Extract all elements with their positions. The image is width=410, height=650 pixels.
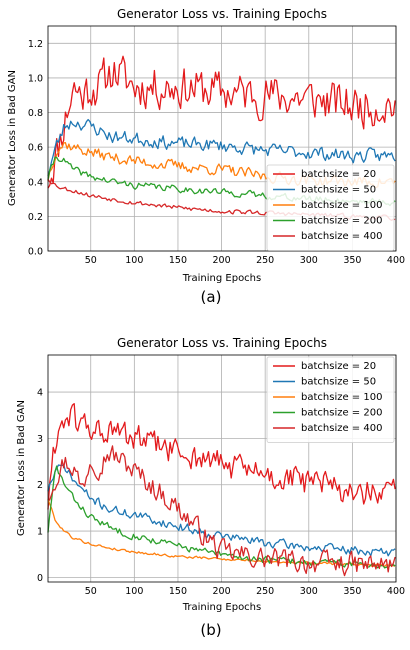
legend-b: batchsize = 20 batchsize = 50 batchsize = …	[266, 356, 395, 443]
y-tick-label: 0.0	[28, 247, 43, 258]
chart-title-a: Generator Loss vs. Training Epochs	[117, 7, 327, 21]
caption-b: (b)	[200, 621, 221, 639]
x-axis-label-b: Training Epochs	[182, 602, 261, 613]
x-tick-label: 200	[212, 586, 230, 597]
y-tick-label: 2	[37, 480, 43, 491]
y-tick-label: 0	[37, 573, 43, 584]
y-axis-label-a: Generator Loss in Bad GAN	[7, 70, 18, 206]
x-tick-label: 300	[300, 255, 318, 266]
y-tick-label: 0.8	[28, 108, 43, 119]
plot-frame-a	[47, 25, 397, 252]
caption-a: (a)	[201, 288, 222, 306]
legend-entry: batchsize = 200	[301, 408, 382, 419]
x-tick-label: 350	[343, 586, 361, 597]
legend-entry: batchsize = 50	[301, 377, 376, 388]
series-line-1	[47, 403, 396, 510]
y-tick-label: 1.2	[28, 39, 43, 50]
series-lines-b	[47, 403, 396, 577]
y-tick-label: 3	[37, 434, 43, 445]
x-tick-label: 150	[169, 586, 187, 597]
legend-entry: batchsize = 20	[301, 169, 376, 180]
plot-frame-b	[47, 354, 397, 583]
y-tick-label: 0.2	[28, 212, 43, 223]
x-tick-label: 400	[387, 255, 405, 266]
series-line-1	[47, 55, 396, 189]
x-tick-label: 350	[343, 255, 361, 266]
x-tick-label: 50	[85, 586, 97, 597]
y-tick-label: 4	[37, 388, 43, 399]
legend-entry: batchsize = 400	[301, 231, 382, 242]
legend-entry: batchsize = 50	[301, 185, 376, 196]
y-tick-label: 1	[37, 527, 43, 538]
legend-box	[266, 356, 395, 443]
y-tick-label: 0.4	[28, 177, 43, 188]
x-tick-label: 50	[85, 255, 97, 266]
x-ticks-b: 50 100 150 200 250 300 350 400	[85, 586, 405, 597]
legend-entry: batchsize = 20	[301, 361, 376, 372]
series-line-5	[47, 445, 396, 577]
y-tick-label: 0.6	[28, 143, 43, 154]
x-tick-label: 300	[300, 586, 318, 597]
y-tick-label: 1.0	[28, 73, 43, 84]
legend-entry: batchsize = 100	[301, 200, 382, 211]
x-tick-label: 150	[169, 255, 187, 266]
x-tick-label: 400	[387, 586, 405, 597]
x-tick-label: 100	[125, 586, 143, 597]
x-tick-label: 250	[256, 586, 274, 597]
y-ticks-b: 0 1 2 3 4	[37, 388, 43, 584]
y-ticks-a: 0.0 0.2 0.4 0.6 0.8 1.0 1.2	[28, 39, 43, 258]
panel-b: Generator Loss vs. Training Epochs 50 100…	[16, 336, 405, 639]
legend-entry: batchsize = 200	[301, 216, 382, 227]
panel-a: Generator Loss vs. Training Epochs 50 100…	[7, 7, 405, 306]
x-ticks-a: 50 100 150 200 250 300 350 400	[85, 255, 405, 266]
x-tick-label: 100	[125, 255, 143, 266]
legend-entry: batchsize = 100	[301, 392, 382, 403]
chart-title-b: Generator Loss vs. Training Epochs	[117, 336, 327, 350]
x-axis-label-a: Training Epochs	[182, 273, 261, 284]
y-axis-label-b: Generator Loss in Bad GAN	[16, 400, 27, 536]
x-tick-label: 200	[212, 255, 230, 266]
series-line-2	[47, 463, 396, 557]
legend-a: batchsize = 20 batchsize = 50 batchsize = …	[266, 164, 395, 251]
x-tick-label: 250	[256, 255, 274, 266]
legend-entry: batchsize = 400	[301, 423, 382, 434]
legend-box	[266, 164, 395, 251]
series-line-2	[47, 118, 396, 177]
